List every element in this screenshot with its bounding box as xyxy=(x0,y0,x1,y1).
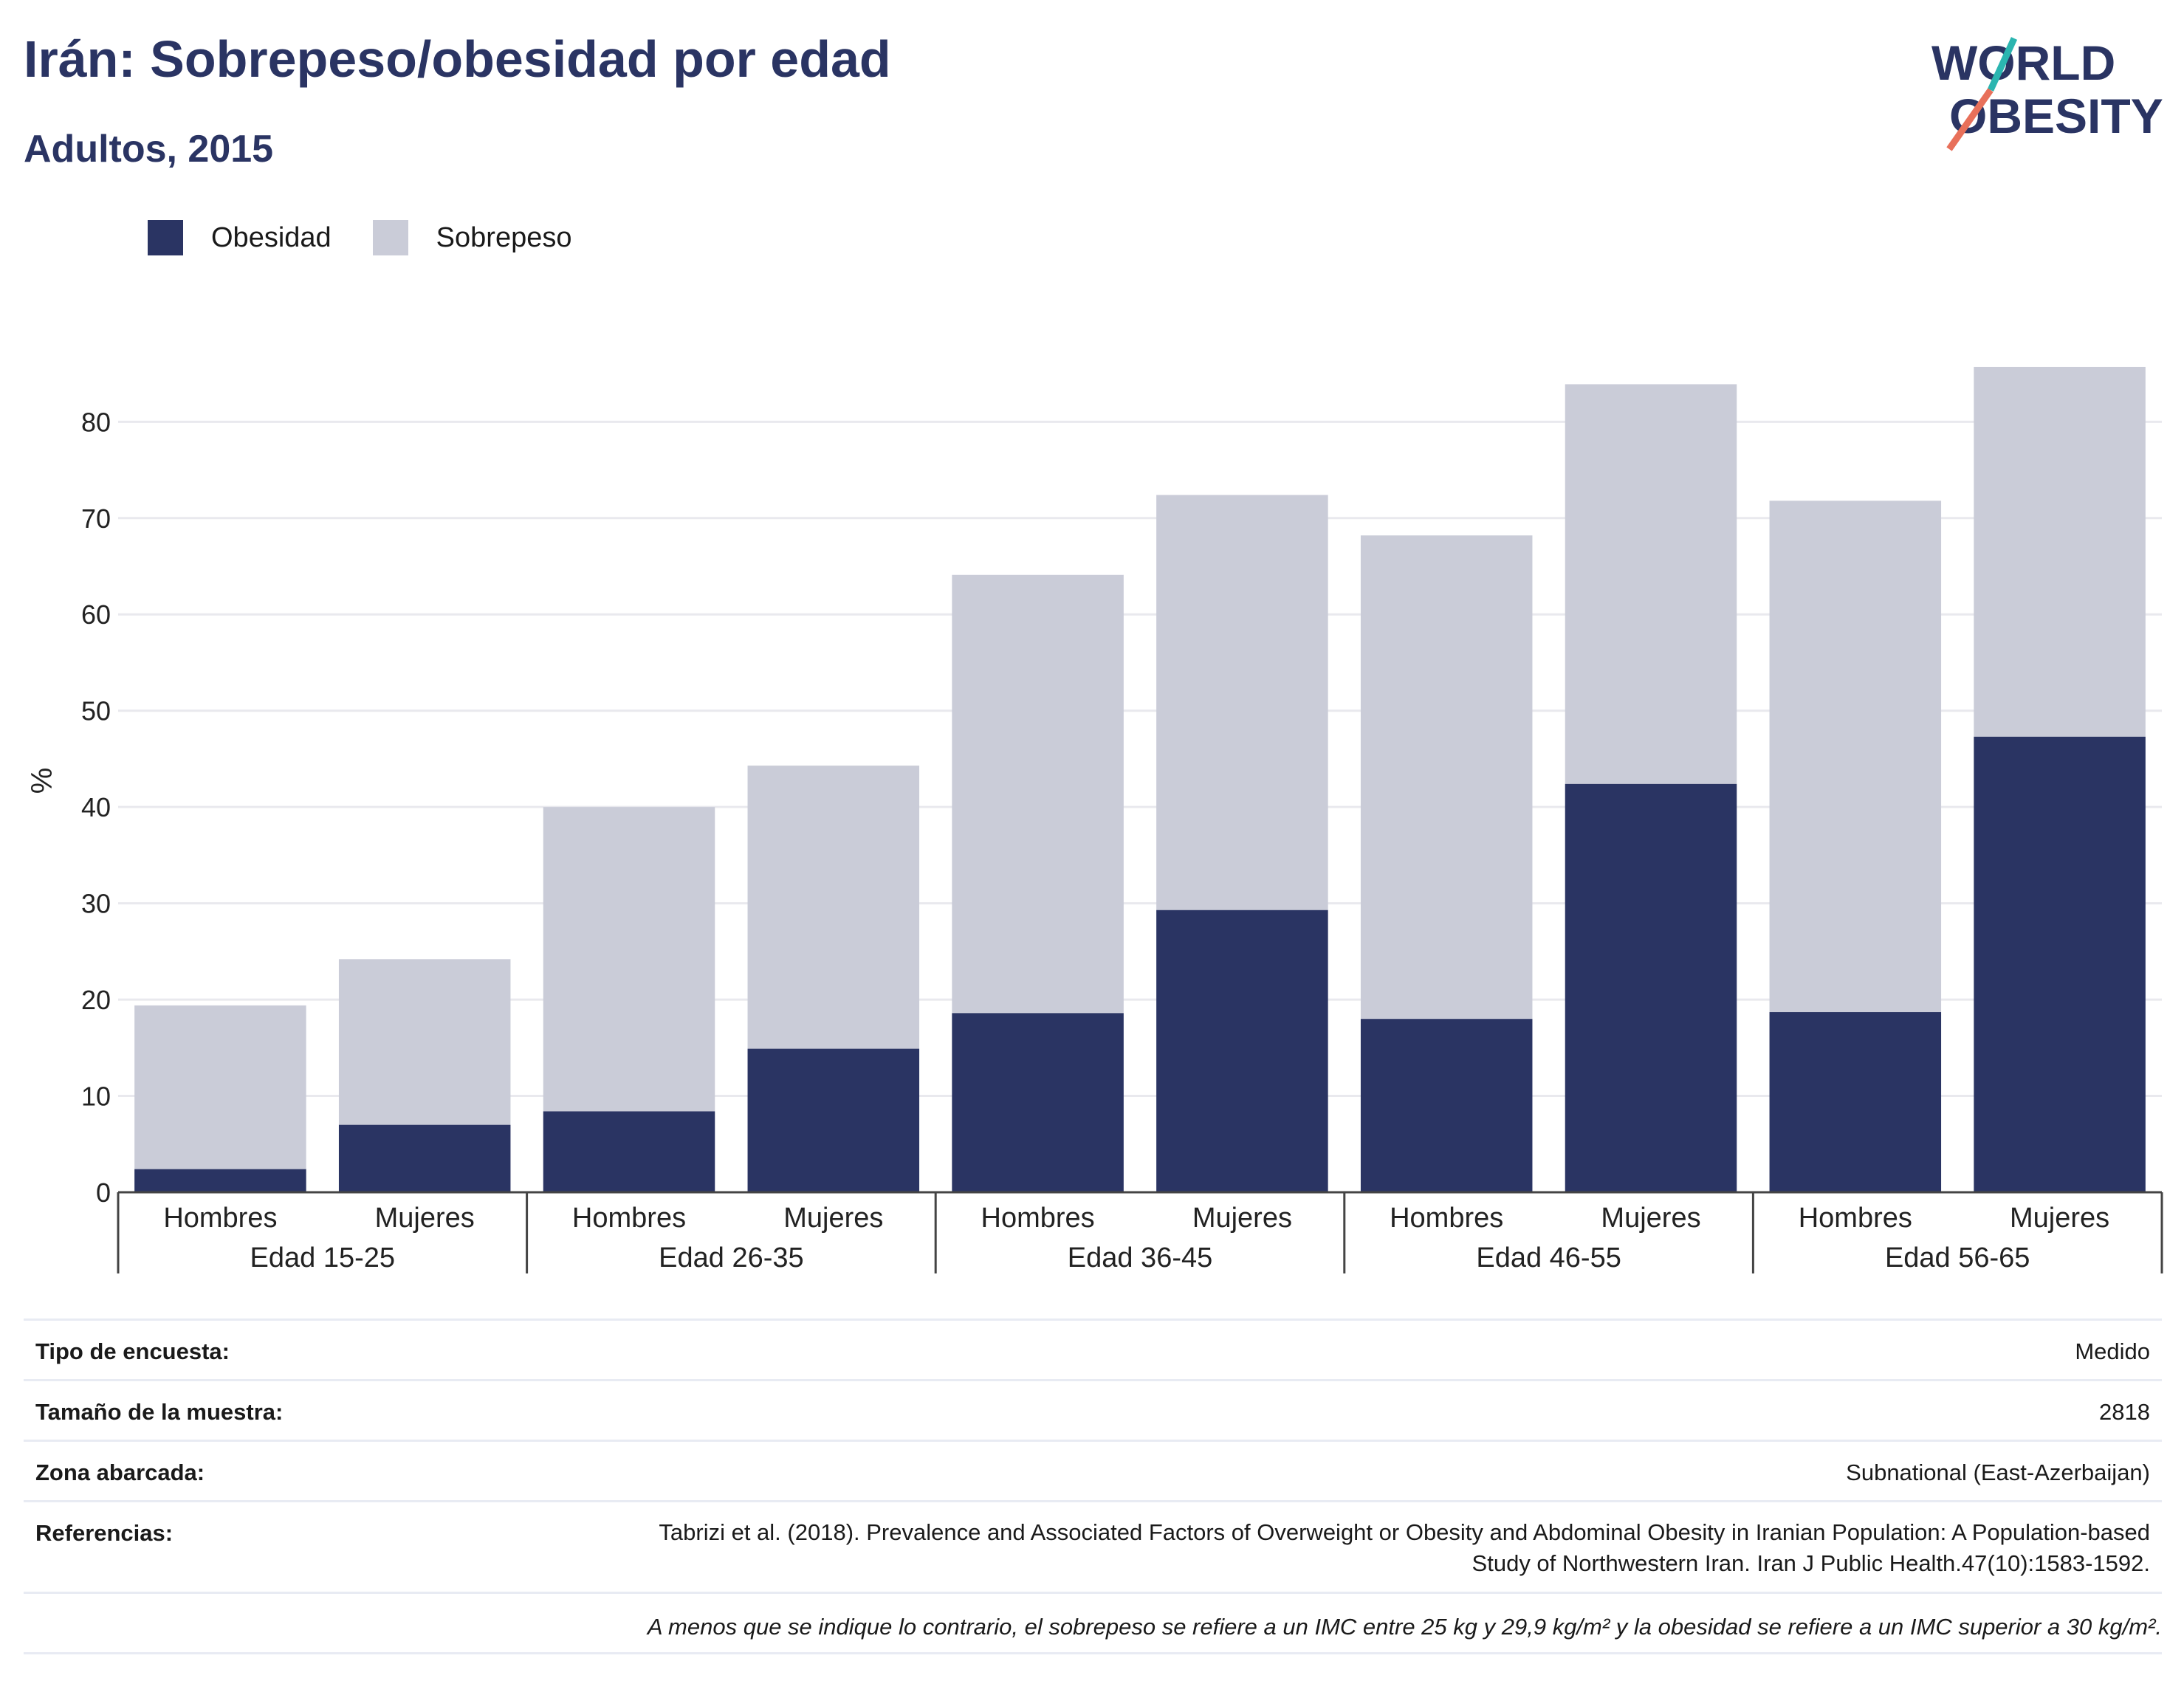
info-row-sample-size: Tamaño de la muestra: 2818 xyxy=(24,1379,2162,1442)
bar-sobrepeso xyxy=(543,807,715,1112)
stacked-bar-chart: 0 10 20 30 40 50 60 70 80% Hombres Mujeres Edad 15-… xyxy=(26,366,2163,1273)
chart-title: Irán: Sobrepeso/obesidad por edad xyxy=(24,30,891,88)
info-label-survey-type: Tipo de encuesta: xyxy=(35,1338,230,1364)
chart-subtitle: Adultos, 2015 xyxy=(24,128,274,171)
bar-obesidad xyxy=(134,1169,306,1192)
x-subcategory-label: Mujeres xyxy=(1192,1203,1292,1234)
legend-label-sobrepeso: Sobrepeso xyxy=(436,221,572,253)
y-tick-label: 80 xyxy=(81,407,111,437)
bar-obesidad xyxy=(1565,783,1737,1192)
bar-sobrepeso xyxy=(1769,501,1942,1013)
info-label-area: Zona abarcada: xyxy=(35,1460,205,1485)
bar-sobrepeso xyxy=(952,574,1124,1014)
x-subcategory-label: Mujeres xyxy=(783,1203,883,1234)
info-value-sample-size: 2818 xyxy=(2099,1399,2150,1425)
y-tick-label: 50 xyxy=(81,696,111,726)
info-row-references: Referencias: Tabrizi et al. (2018). Prev… xyxy=(24,1500,2162,1594)
y-tick-label: 10 xyxy=(81,1082,111,1112)
x-group-label: Edad 56-65 xyxy=(1885,1242,2030,1273)
bar-obesidad xyxy=(338,1124,511,1192)
info-label-references: Referencias: xyxy=(35,1520,174,1546)
bar-sobrepeso xyxy=(1360,535,1533,1020)
y-tick-label: 20 xyxy=(81,985,111,1015)
x-subcategory-label: Hombres xyxy=(1799,1203,1912,1234)
y-tick-label: 40 xyxy=(81,792,111,822)
x-subcategory-label: Mujeres xyxy=(1601,1203,1700,1234)
bar-sobrepeso xyxy=(1156,495,1328,910)
logo-slash-orange xyxy=(1946,88,1994,151)
y-tick-label: 60 xyxy=(81,599,111,630)
bar-sobrepeso xyxy=(1565,384,1737,784)
x-subcategory-label: Hombres xyxy=(163,1203,277,1234)
info-row-area: Zona abarcada: Subnational (East-Azerbai… xyxy=(24,1440,2162,1502)
bar-obesidad xyxy=(747,1048,920,1192)
legend-item-sobrepeso[interactable]: Sobrepeso xyxy=(372,220,572,255)
legend-item-obesidad[interactable]: Obesidad xyxy=(148,220,332,255)
x-subcategory-label: Mujeres xyxy=(2010,1203,2109,1234)
info-value-references[interactable]: Tabrizi et al. (2018). Prevalence and As… xyxy=(659,1519,2150,1576)
bar-obesidad xyxy=(1156,910,1328,1192)
y-axis-label: % xyxy=(26,768,58,794)
y-tick-label: 0 xyxy=(96,1177,111,1208)
footnote: A menos que se indique lo contrario, el … xyxy=(647,1614,2162,1640)
bar-obesidad xyxy=(1360,1019,1533,1192)
info-value-survey-type: Medido xyxy=(2075,1338,2150,1364)
legend: Obesidad Sobrepeso xyxy=(148,220,613,255)
info-row-survey-type: Tipo de encuesta: Medido xyxy=(24,1318,2162,1381)
x-subcategory-label: Hombres xyxy=(1390,1203,1503,1234)
world-obesity-logo: WORLD OBESITY xyxy=(1931,35,2163,151)
bar-sobrepeso xyxy=(134,1005,306,1169)
info-row-footnote-divider xyxy=(24,1592,2162,1595)
x-group-label: Edad 46-55 xyxy=(1476,1242,1621,1273)
x-subcategory-label: Hombres xyxy=(572,1203,686,1234)
y-tick-label: 70 xyxy=(81,503,111,534)
x-group-label: Edad 15-25 xyxy=(250,1242,396,1273)
bar-sobrepeso xyxy=(338,959,511,1125)
legend-label-obesidad: Obesidad xyxy=(211,221,332,253)
y-tick-label: 30 xyxy=(81,889,111,919)
logo-line1: WORLD xyxy=(1931,35,2115,90)
bar-sobrepeso xyxy=(747,766,920,1049)
x-subcategory-label: Mujeres xyxy=(375,1203,475,1234)
info-label-sample-size: Tamaño de la muestra: xyxy=(35,1399,284,1425)
info-value-area: Subnational (East-Azerbaijan) xyxy=(1846,1460,2150,1485)
x-group-label: Edad 26-35 xyxy=(659,1242,804,1273)
bar-sobrepeso xyxy=(1974,366,2146,737)
bar-obesidad xyxy=(1769,1012,1942,1192)
x-group-label: Edad 36-45 xyxy=(1068,1242,1213,1273)
bottom-divider xyxy=(24,1652,2162,1654)
legend-swatch-obesidad xyxy=(148,220,183,255)
logo-slash-teal xyxy=(1987,37,2018,92)
bar-obesidad xyxy=(952,1013,1124,1192)
bar-obesidad xyxy=(1974,736,2146,1192)
legend-swatch-sobrepeso xyxy=(372,220,408,255)
x-subcategory-label: Hombres xyxy=(981,1203,1095,1234)
bar-obesidad xyxy=(543,1111,715,1192)
